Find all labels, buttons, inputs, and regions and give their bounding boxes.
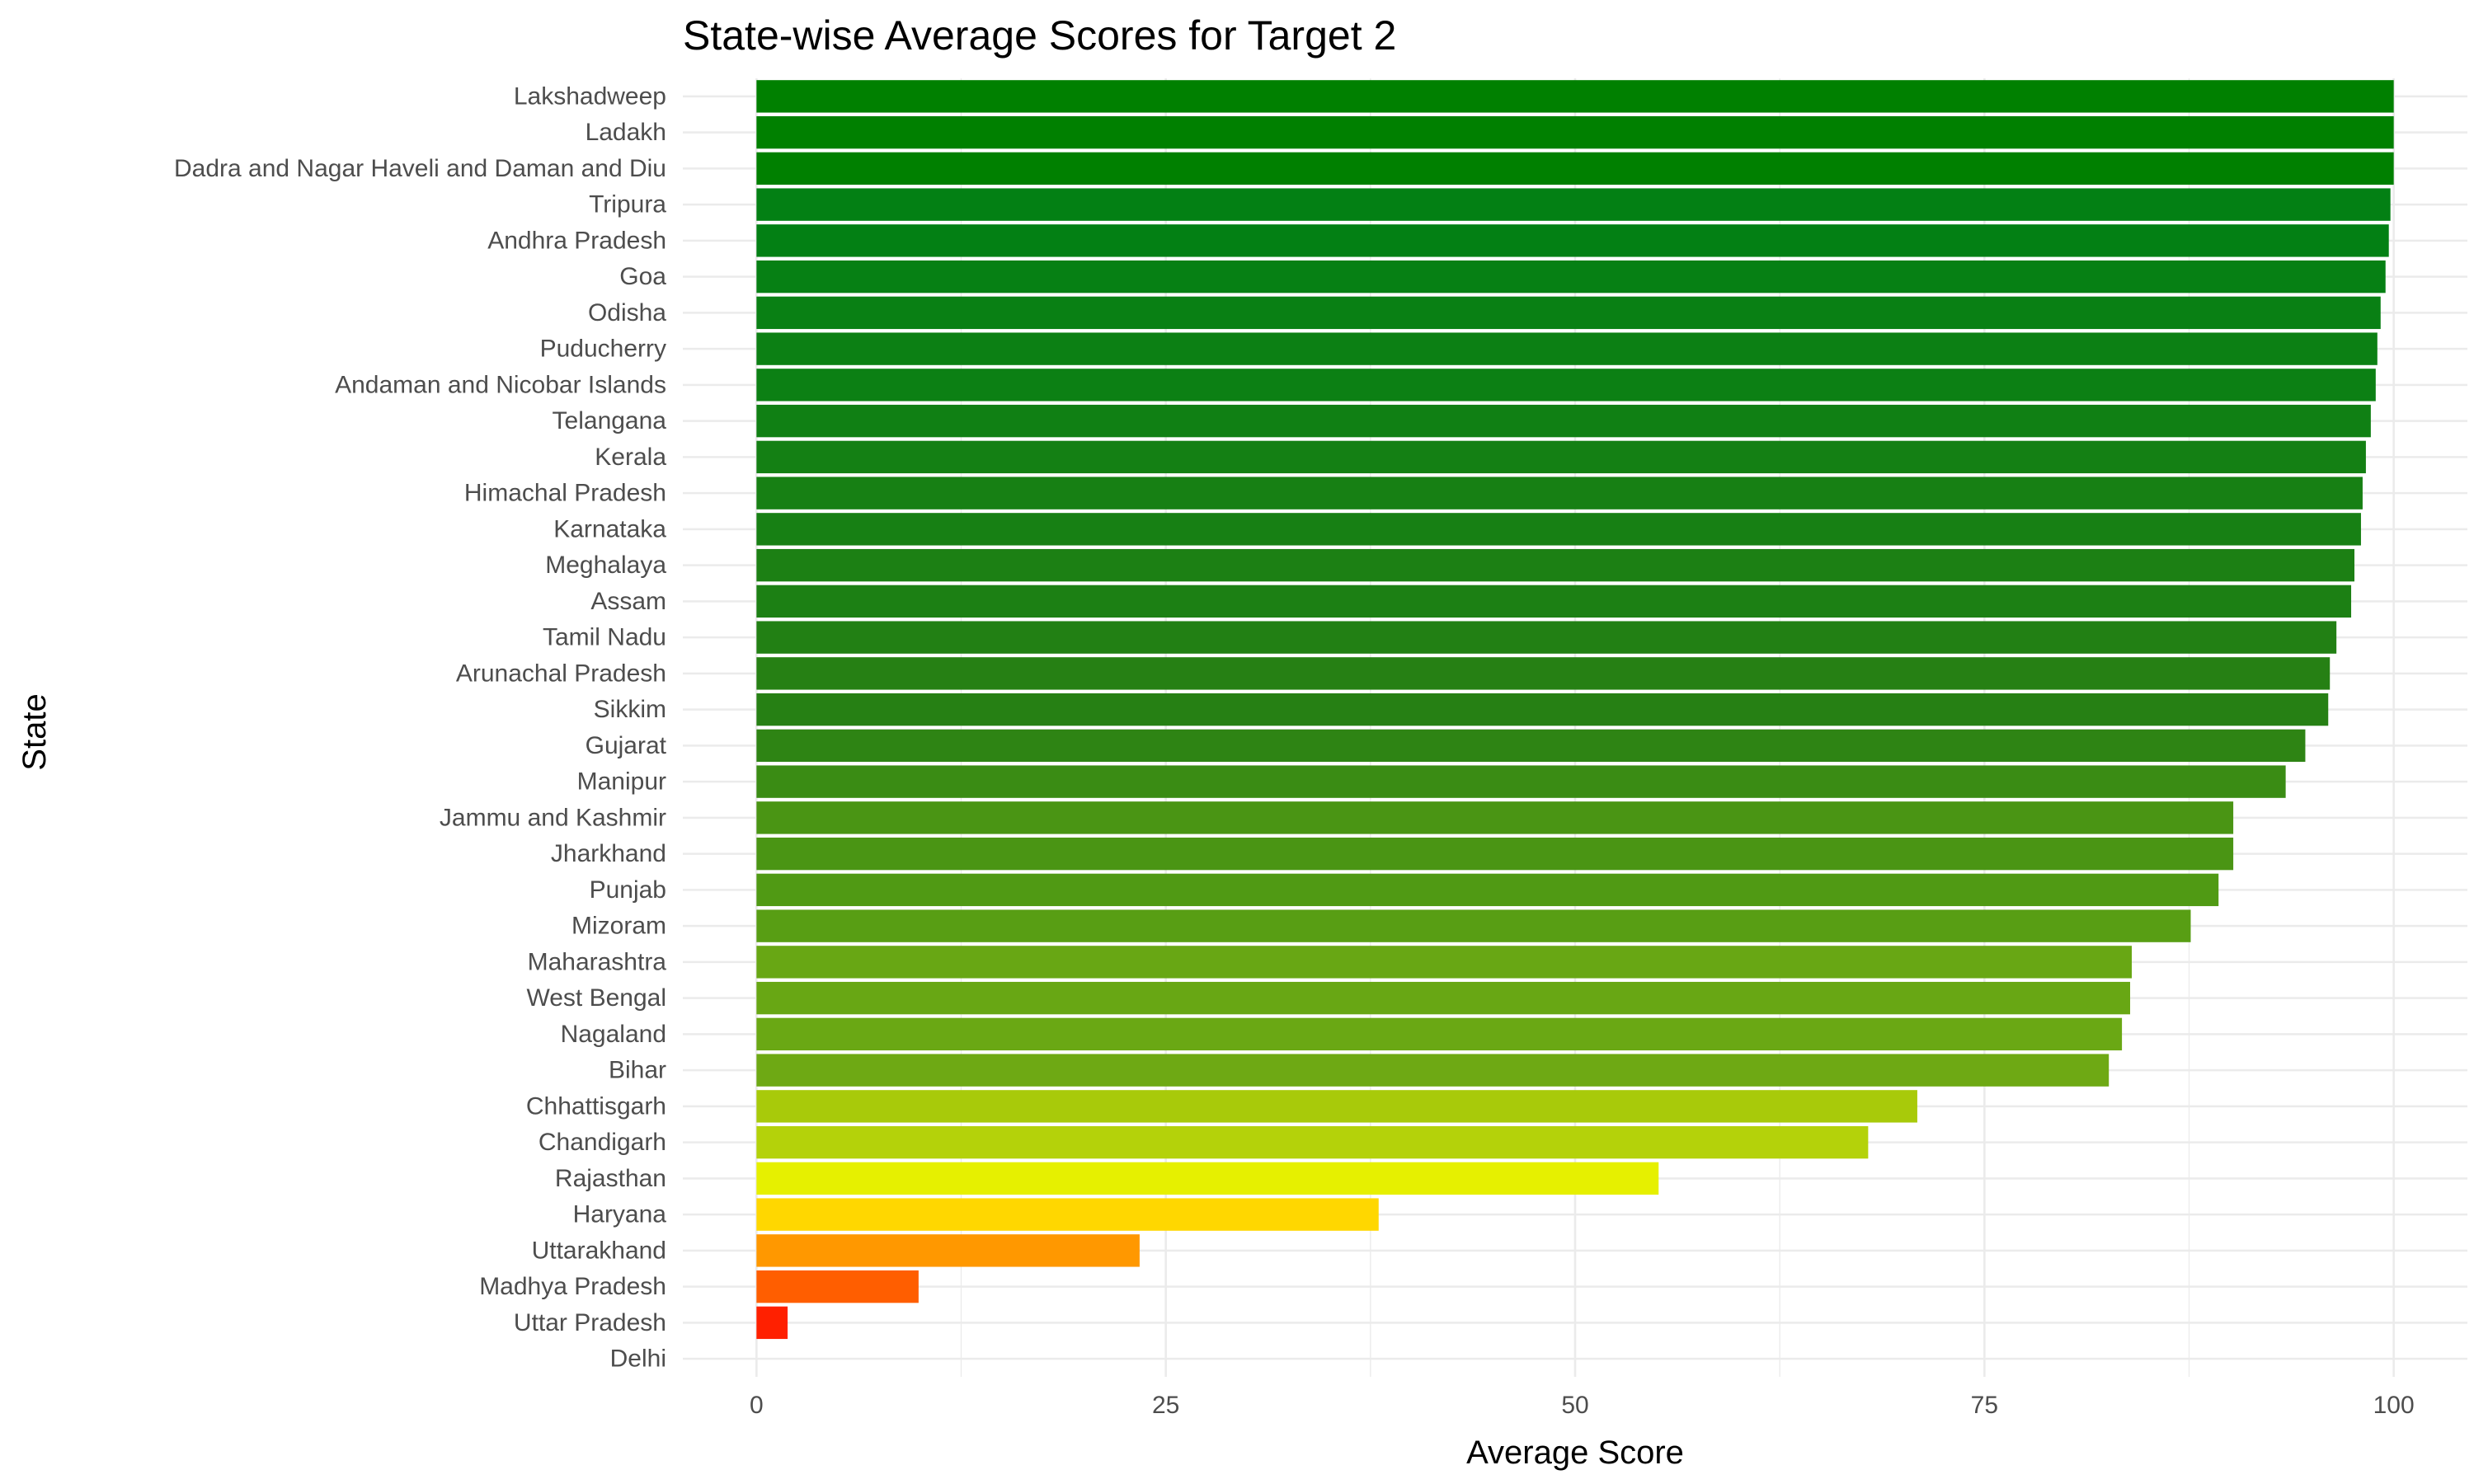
y-tick-label: Andhra Pradesh (487, 227, 666, 254)
bar (756, 873, 2219, 907)
bar (756, 1090, 1917, 1123)
bar (756, 946, 2133, 979)
bars (756, 80, 2394, 1340)
y-tick-label: Nagaland (561, 1021, 666, 1048)
y-tick-label: Lakshadweep (514, 82, 666, 110)
chart-title: State-wise Average Scores for Target 2 (683, 12, 1396, 59)
y-tick-label: Jharkhand (551, 840, 666, 867)
y-axis-title: State (16, 693, 53, 770)
y-tick-label: Puducherry (540, 336, 666, 363)
bar (756, 621, 2337, 654)
bar (756, 585, 2352, 618)
bar (756, 1306, 788, 1340)
y-tick-label: Goa (619, 263, 666, 290)
y-tick-label: Sikkim (594, 696, 666, 723)
y-tick-label: Maharashtra (528, 948, 667, 975)
bar (756, 1017, 2123, 1051)
y-tick-label: Gujarat (586, 732, 667, 759)
y-tick-label: Jammu and Kashmir (440, 804, 666, 831)
bar (756, 513, 2361, 546)
y-tick-label: Odisha (588, 299, 666, 326)
bar (756, 188, 2391, 221)
y-tick-label: Chhattisgarh (526, 1092, 666, 1120)
y-tick-label: Manipur (577, 768, 666, 796)
bar (756, 152, 2394, 186)
y-tick-label: Arunachal Pradesh (456, 660, 666, 687)
y-tick-label: Telangana (553, 407, 667, 434)
x-tick-label: 0 (750, 1392, 764, 1419)
bar (756, 837, 2234, 871)
bar (756, 260, 2386, 294)
bar (756, 729, 2306, 763)
bar (756, 1125, 1869, 1159)
x-axis-ticks: 0 25 50 75 100 (750, 1392, 2415, 1419)
x-tick-label: 50 (1561, 1392, 1588, 1419)
bar (756, 1198, 1379, 1231)
y-tick-label: Karnataka (553, 515, 666, 542)
bar (756, 801, 2234, 834)
y-tick-label: Uttarakhand (532, 1237, 666, 1264)
x-tick-label: 75 (1971, 1392, 1998, 1419)
y-tick-label: Haryana (573, 1201, 667, 1228)
bar (756, 404, 2371, 438)
bar (756, 1162, 1659, 1195)
y-tick-label: Tamil Nadu (543, 624, 666, 651)
bar (756, 909, 2191, 942)
y-tick-label: Tripura (589, 191, 666, 218)
bar (756, 1054, 2109, 1087)
y-tick-label: Bihar (609, 1057, 666, 1084)
y-tick-label: West Bengal (526, 984, 666, 1012)
y-tick-label: Uttar Pradesh (514, 1309, 666, 1336)
x-axis-title: Average Score (1466, 1435, 1684, 1471)
y-tick-label: Delhi (610, 1345, 666, 1373)
bar (756, 1234, 1140, 1267)
y-tick-label: Meghalaya (545, 552, 666, 579)
bar (756, 693, 2329, 726)
bar (756, 80, 2394, 113)
x-tick-label: 25 (1152, 1392, 1179, 1419)
x-tick-label: 100 (2373, 1392, 2415, 1419)
bar (756, 548, 2355, 582)
y-tick-label: Himachal Pradesh (464, 480, 666, 507)
bar (756, 332, 2378, 365)
y-tick-label: Punjab (590, 876, 666, 904)
y-tick-label: Andaman and Nicobar Islands (335, 371, 666, 398)
bar (756, 224, 2389, 257)
y-tick-label: Assam (590, 588, 666, 615)
bar (756, 369, 2376, 402)
y-tick-label: Chandigarh (539, 1129, 666, 1156)
y-tick-label: Mizoram (571, 913, 666, 940)
bar (756, 296, 2381, 330)
y-tick-label: Madhya Pradesh (479, 1273, 666, 1300)
bar (756, 440, 2366, 474)
y-axis-ticks: Lakshadweep Ladakh Dadra and Nagar Haveli … (174, 82, 667, 1372)
y-tick-label: Kerala (595, 444, 666, 471)
bar (756, 477, 2363, 510)
bar (756, 765, 2286, 798)
bar (756, 115, 2394, 149)
bar (756, 657, 2331, 690)
bar (756, 981, 2131, 1015)
y-tick-label: Rajasthan (555, 1165, 666, 1192)
bar (756, 1270, 919, 1303)
y-tick-label: Dadra and Nagar Haveli and Daman and Diu (174, 155, 666, 182)
y-tick-label: Ladakh (586, 119, 666, 146)
